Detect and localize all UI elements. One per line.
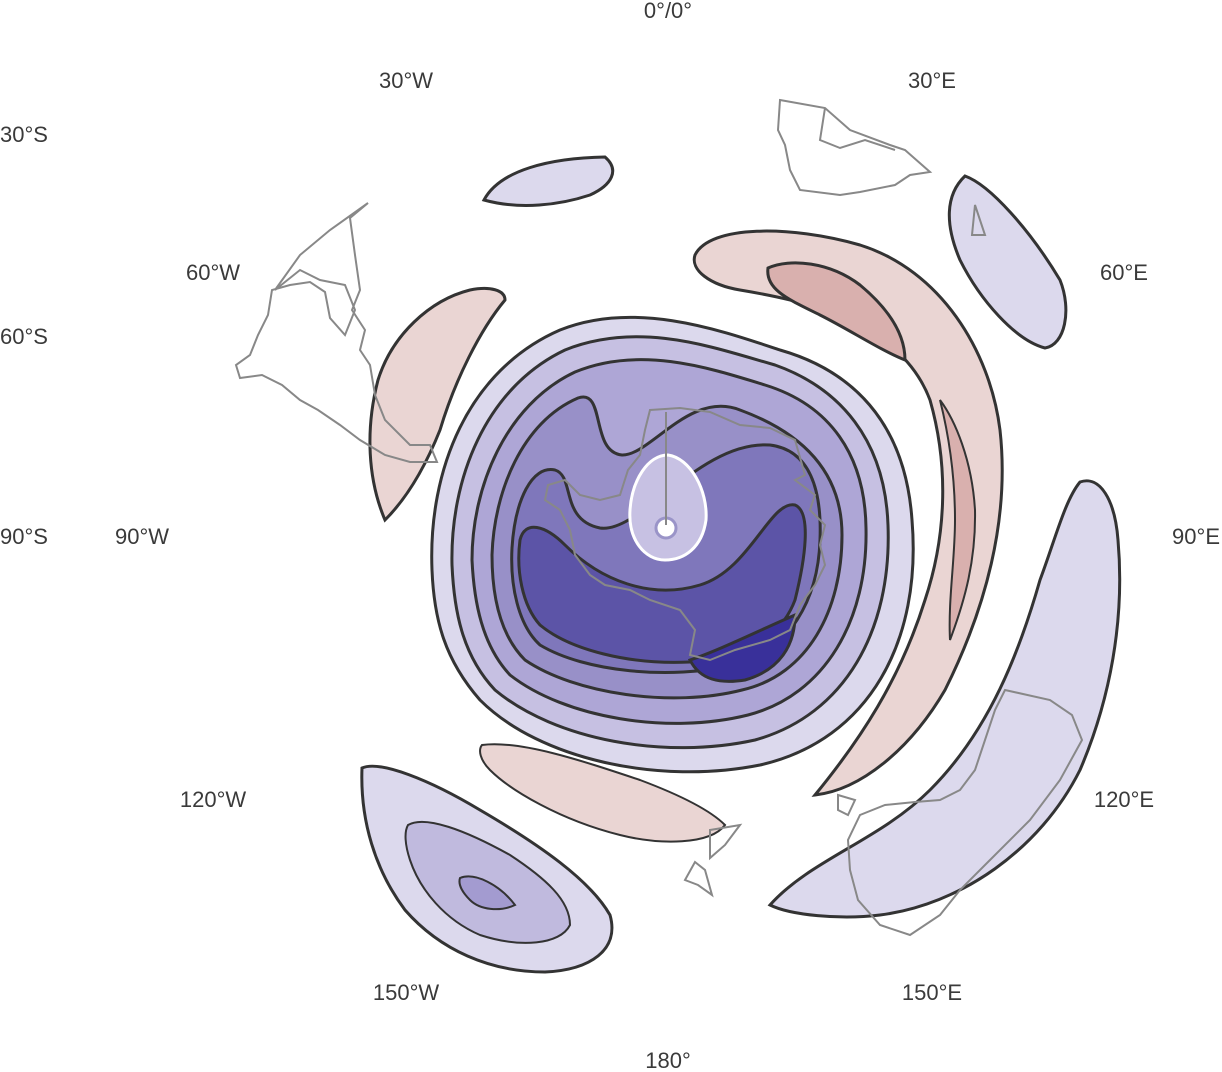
positive-anomalies (368, 229, 1004, 843)
label-150w: 150°W (373, 980, 440, 1005)
outer-negative-anomalies (360, 155, 1122, 974)
label-60e: 60°E (1100, 260, 1148, 285)
label-30w: 30°W (379, 68, 433, 93)
negative-blob-north (481, 155, 615, 207)
label-30e: 30°E (908, 68, 956, 93)
central-negative-anomaly (430, 315, 915, 774)
label-bottom: 180° (645, 1048, 691, 1072)
label-120w: 120°W (180, 787, 247, 812)
coastline-new-zealand (683, 823, 743, 898)
positive-core-east-mid (939, 399, 977, 641)
coastlines (234, 98, 1084, 937)
label-30s: 30°S (0, 122, 48, 147)
label-120e: 120°E (1094, 787, 1154, 812)
label-60w: 60°W (186, 260, 240, 285)
label-90w: 90°W (115, 524, 169, 549)
contour-level-6 (517, 503, 807, 664)
negative-band-east-south (767, 479, 1122, 919)
coastline-island-ne (970, 204, 987, 236)
negative-blob-northeast (947, 174, 1068, 350)
coastline-antarctica (543, 406, 827, 662)
positive-band-south (479, 743, 727, 843)
label-90s: 90°S (0, 524, 48, 549)
negative-inner-southwest (458, 875, 517, 911)
positive-band-west (368, 286, 507, 523)
label-top: 0°/0° (644, 0, 692, 23)
contour-center-light (628, 453, 708, 562)
coastline-island-se (837, 793, 857, 817)
coastline-australia (846, 688, 1084, 937)
coastline-africa (776, 98, 933, 197)
label-90e: 90°E (1172, 524, 1220, 549)
coastline-south-america (234, 202, 439, 463)
label-150e: 150°E (902, 980, 962, 1005)
label-60s: 60°S (0, 324, 48, 349)
positive-core-east-upper (766, 261, 907, 363)
